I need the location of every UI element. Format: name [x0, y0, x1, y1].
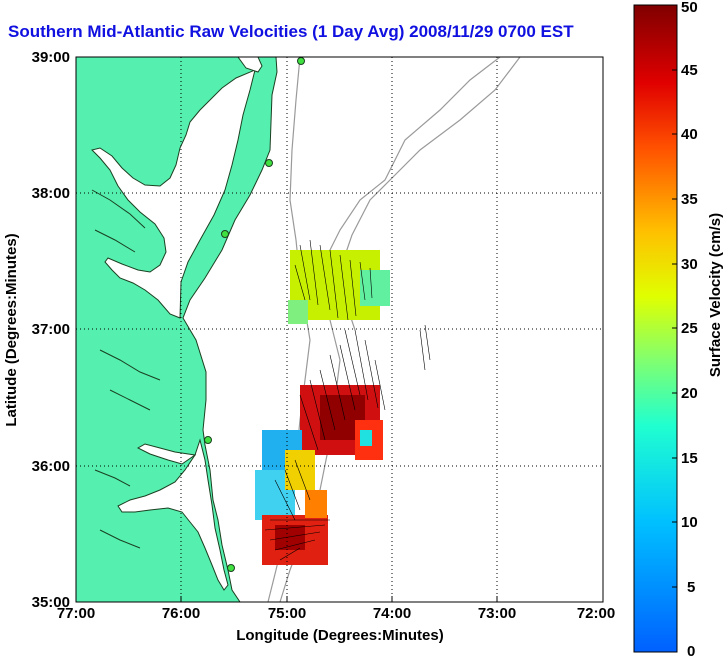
colorbar-tick-label: 35: [681, 191, 698, 208]
lon-tick-label: 72:00: [577, 605, 615, 622]
plot-frame: [75, 56, 604, 603]
grid: [76, 57, 603, 602]
velocity-cell-north-east: [360, 270, 390, 306]
colorbar-tick-label: 40: [681, 126, 698, 143]
lat-tick-label: 39:00: [32, 49, 70, 66]
chesapeake-bay: [91, 69, 256, 319]
x-axis-label: Longitude (Degrees:Minutes): [236, 627, 444, 644]
lon-tick-label: 76:00: [162, 605, 200, 622]
colorbar-tick-label: 20: [681, 385, 698, 402]
velocity-cell-central-cyan: [360, 430, 372, 446]
lon-tick-label: 75:00: [268, 605, 306, 622]
colorbar-tick-label: 0: [687, 643, 695, 659]
station-marker: [227, 564, 235, 572]
velocity-cell-mid-yellow: [285, 450, 315, 490]
lon-tick-label: 77:00: [57, 605, 95, 622]
colorbar-tick-label: 45: [681, 62, 698, 79]
lat-tick-label: 36:00: [32, 458, 70, 475]
lat-tick-label: 35:00: [32, 594, 70, 611]
lat-tick-label: 37:00: [32, 321, 70, 338]
page-title: Southern Mid-Atlantic Raw Velocities (1 …: [8, 22, 574, 41]
station-marker: [221, 230, 229, 238]
colorbar-tick-label: 5: [687, 579, 695, 596]
y-axis-label: Latitude (Degrees:Minutes): [3, 233, 20, 426]
velocity-cell-south-orange: [305, 490, 327, 518]
lon-tick-label: 74:00: [373, 605, 411, 622]
albemarle-sound: [136, 443, 197, 465]
lon-tick-marks: [75, 596, 604, 602]
colorbar-label: Surface Velocity (cm/s): [707, 213, 724, 377]
colorbar-tick-label: 10: [681, 514, 698, 531]
lon-tick-label: 73:00: [478, 605, 516, 622]
colorbar-tick-label: 15: [681, 450, 698, 467]
lat-tick-label: 38:00: [32, 185, 70, 202]
colorbar: [633, 4, 678, 653]
velocity-heatmap: [255, 250, 390, 565]
station-marker: [265, 159, 273, 167]
pamlico-sound: [117, 438, 229, 591]
colorbar-tick-label: 30: [681, 256, 698, 273]
delaware-bay: [237, 57, 263, 73]
rivers: [91, 189, 161, 549]
colorbar-tick-label: 25: [681, 320, 698, 337]
colorbar-tick-label: 50: [681, 0, 698, 16]
station-marker: [204, 436, 212, 444]
radar-stations: [204, 57, 305, 572]
velocity-cell-north-west: [288, 300, 308, 324]
colorbar-tick-marks: [672, 4, 677, 588]
station-marker: [297, 57, 305, 65]
velocity-vectors: [264, 239, 431, 561]
velocity-cell-south-deep: [275, 525, 305, 550]
